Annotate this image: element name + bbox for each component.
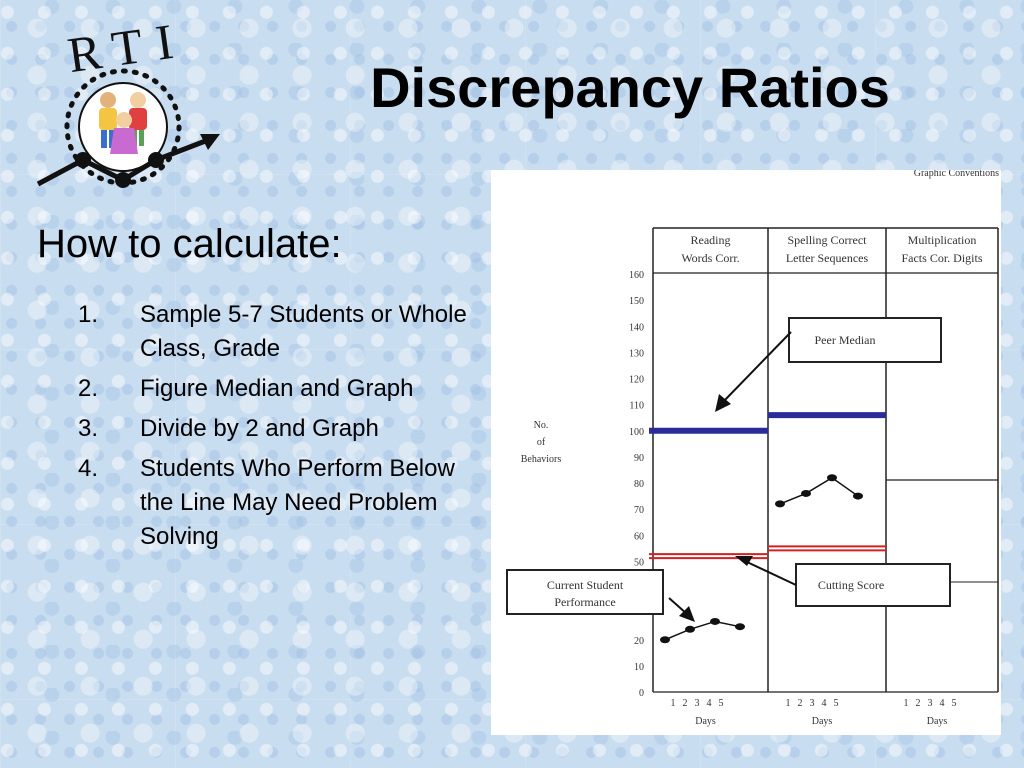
- x-tick-label: 5: [834, 698, 839, 709]
- callout-arrow-head: [735, 556, 753, 566]
- y-tick-label: 100: [629, 427, 644, 438]
- y-axis-label: of: [537, 437, 546, 448]
- x-tick-label: 3: [928, 698, 933, 709]
- x-axis-label: Days: [812, 716, 833, 727]
- slide-title: Discrepancy Ratios: [370, 56, 890, 119]
- x-tick-label: 2: [916, 698, 921, 709]
- x-tick-label: 5: [719, 698, 724, 709]
- peer-median-callout-label: Peer Median: [815, 333, 876, 347]
- step-number: 2.: [78, 375, 99, 402]
- y-axis-label: No.: [534, 420, 549, 431]
- x-tick-label: 1: [786, 698, 791, 709]
- data-point: [685, 625, 695, 633]
- y-tick-label: 50: [634, 557, 644, 568]
- data-point: [735, 623, 745, 631]
- x-tick-label: 4: [940, 698, 945, 709]
- step-text: Students Who Perform Below the Line May …: [140, 455, 455, 550]
- data-point: [660, 636, 670, 644]
- x-tick-label: 2: [683, 698, 688, 709]
- current-performance-callout-label: Current Student: [547, 578, 624, 592]
- y-tick-label: 80: [634, 479, 644, 490]
- subheading: How to calculate:: [37, 222, 342, 266]
- data-point: [801, 489, 811, 497]
- steps-list: 1. Sample 5-7 Students or Whole Class, Gr…: [78, 298, 478, 560]
- peer-median-callout-box: [788, 317, 942, 363]
- y-tick-label: 20: [634, 636, 644, 647]
- list-item: 4. Students Who Perform Below the Line Ma…: [78, 452, 478, 554]
- step-text: Sample 5-7 Students or Whole Class, Grad…: [140, 301, 467, 362]
- y-tick-label: 60: [634, 531, 644, 542]
- list-item: 1. Sample 5-7 Students or Whole Class, Gr…: [78, 298, 478, 366]
- callout-arrow-head: [679, 606, 695, 622]
- callout-arrow: [722, 331, 792, 403]
- current-performance-callout-label: Performance: [554, 595, 615, 609]
- panel-header-label: Words Corr.: [681, 251, 739, 265]
- x-axis-label: Days: [695, 716, 716, 727]
- trend-arrow-icon: [36, 134, 220, 188]
- discrepancy-chart: Graphic Conventions Reading Words Corr. Sp…: [491, 170, 1001, 735]
- y-tick-label: 10: [634, 662, 644, 673]
- data-point: [853, 492, 863, 500]
- x-tick-label: 5: [952, 698, 957, 709]
- y-tick-label: 70: [634, 505, 644, 516]
- x-tick-label: 4: [707, 698, 712, 709]
- chart-svg: Graphic Conventions Reading Words Corr. Sp…: [506, 170, 999, 727]
- panel-header-label: Spelling Correct: [788, 233, 868, 247]
- panel-header-label: Letter Sequences: [786, 251, 869, 265]
- data-point: [827, 474, 837, 482]
- step-text: Figure Median and Graph: [140, 375, 414, 402]
- step-number: 1.: [78, 301, 99, 328]
- children-icon: [99, 92, 147, 154]
- x-tick-label: 1: [671, 698, 676, 709]
- data-point: [775, 500, 785, 508]
- callout-arrow: [746, 561, 797, 586]
- cutting-score-callout-label: Cutting Score: [818, 578, 884, 592]
- y-tick-label: 0: [639, 688, 644, 699]
- cutting-score-callout-box: [795, 563, 951, 607]
- x-tick-label: 1: [904, 698, 909, 709]
- list-item: 2. Figure Median and Graph: [78, 372, 478, 406]
- step-number: 3.: [78, 415, 99, 442]
- panel-header-label: Reading: [691, 233, 731, 247]
- current-performance-callout-box: [506, 569, 664, 615]
- y-tick-label: 140: [629, 322, 644, 333]
- x-tick-label: 2: [798, 698, 803, 709]
- chart-top-caption: Graphic Conventions: [914, 170, 999, 179]
- panel-header-label: Facts Cor. Digits: [901, 251, 982, 265]
- step-number: 4.: [78, 455, 99, 482]
- y-tick-label: 120: [629, 375, 644, 386]
- y-axis-label: Behaviors: [521, 454, 562, 465]
- y-tick-label: 110: [629, 401, 644, 412]
- rti-logo: RTI: [36, 12, 220, 188]
- x-axis-label: Days: [927, 716, 948, 727]
- y-tick-label: 130: [629, 348, 644, 359]
- callout-arrow-head: [715, 394, 731, 412]
- data-point: [710, 617, 720, 625]
- y-tick-label: 160: [629, 270, 644, 281]
- x-tick-label: 3: [810, 698, 815, 709]
- x-tick-label: 4: [822, 698, 827, 709]
- list-item: 3. Divide by 2 and Graph: [78, 412, 478, 446]
- y-tick-label: 150: [629, 296, 644, 307]
- panel-header-label: Multiplication: [908, 233, 977, 247]
- step-text: Divide by 2 and Graph: [140, 415, 379, 442]
- y-tick-label: 90: [634, 453, 644, 464]
- series-line: [664, 620, 741, 641]
- series-line: [779, 476, 859, 505]
- x-tick-label: 3: [695, 698, 700, 709]
